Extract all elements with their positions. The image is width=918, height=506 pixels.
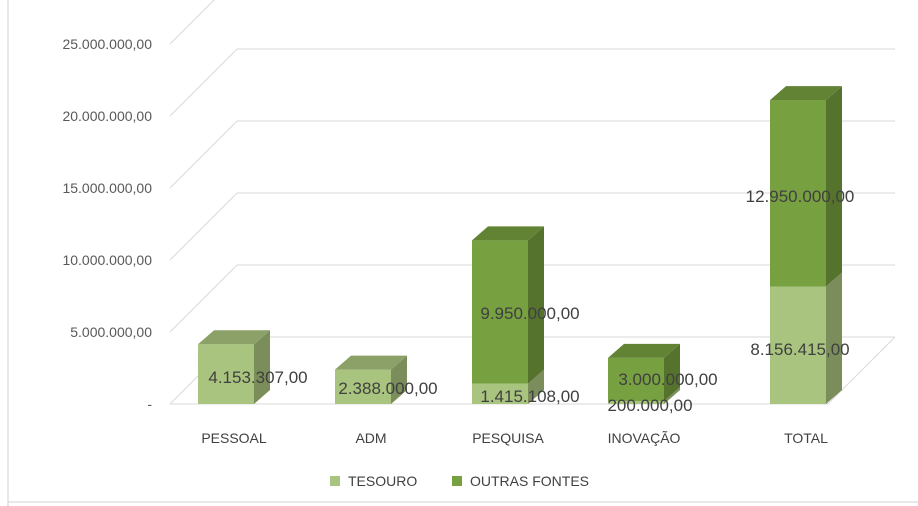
y-tick-label: 10.000.000,00: [62, 252, 152, 268]
bar-outras-3: [608, 343, 680, 402]
bar-side-face: [664, 387, 680, 404]
gridline-diagonal: [169, 192, 238, 261]
legend-label-tesouro: TESOURO: [348, 473, 417, 489]
y-tick-label: 5.000.000,00: [70, 324, 152, 340]
legend-swatch-outras: [452, 476, 462, 486]
bar-top-face-3: [608, 343, 680, 358]
data-label-tesouro: 8.156.415,00: [750, 340, 849, 359]
data-label-outras: 12.950.000,00: [746, 187, 855, 206]
legend-swatch-tesouro: [330, 476, 340, 486]
legend: TESOURO OUTRAS FONTES: [330, 473, 589, 489]
bar-side-face: [826, 86, 842, 287]
x-category-label: ADM: [355, 430, 386, 446]
bar-side-face: [254, 330, 270, 404]
gridline-group-5: [169, 0, 215, 45]
data-label-tesouro: 4.153.307,00: [208, 368, 307, 387]
gridline-diagonal: [169, 264, 238, 333]
data-label-outras: 3.000.000,00: [618, 370, 717, 389]
data-label-outras: 9.950.000,00: [480, 304, 579, 323]
y-tick-label: 20.000.000,00: [62, 108, 152, 124]
bar-front-face: [770, 286, 826, 404]
data-label-tesouro: 1.415.108,00: [480, 387, 579, 406]
x-category-label: INOVAÇÃO: [608, 430, 681, 446]
bar-outras-2: [472, 226, 544, 384]
gridline-diagonal: [169, 0, 215, 45]
bar-front-face: [198, 344, 254, 404]
bar-front-face: [608, 401, 664, 404]
bar-side-face: [826, 272, 842, 404]
bar-side-face: [664, 343, 680, 402]
data-label-tesouro: 200.000,00: [607, 396, 692, 415]
bar-tesouro-0: [198, 330, 270, 404]
bar-front-face: [472, 240, 528, 384]
bar-side-face: [391, 355, 407, 404]
bar-front-face: [335, 369, 391, 404]
bar-tesouro-2: [472, 369, 544, 404]
bar-side-face: [528, 226, 544, 384]
y-tick-label: -: [147, 396, 152, 412]
gridline-diagonal: [169, 120, 238, 189]
bar-front-face: [608, 357, 664, 402]
y-tick-label: 25.000.000,00: [62, 36, 152, 52]
x-category-label: TOTAL: [784, 430, 828, 446]
bar-tesouro-3: [608, 387, 680, 404]
x-category-label: PESQUISA: [472, 430, 544, 446]
bar-top-face-2: [472, 226, 544, 241]
bar-tesouro-4: [770, 272, 842, 404]
bar-top-face-4: [770, 86, 842, 101]
gridline-diagonal: [169, 48, 238, 117]
floor-right-diagonal: [827, 336, 896, 405]
bar-front-face: [770, 100, 826, 287]
bar-top-face-1: [335, 355, 407, 370]
legend-label-outras: OUTRAS FONTES: [470, 473, 589, 489]
bar-side-face: [528, 369, 544, 404]
gridline-group-4: [169, 48, 895, 117]
bar-outras-4: [770, 86, 842, 287]
x-category-label: PESSOAL: [201, 430, 267, 446]
y-tick-label: 15.000.000,00: [62, 180, 152, 196]
bar-top-face-0: [198, 330, 270, 345]
data-label-tesouro: 2.388.000,00: [338, 379, 437, 398]
bar-tesouro-1: [335, 355, 407, 404]
bar-front-face: [472, 383, 528, 404]
